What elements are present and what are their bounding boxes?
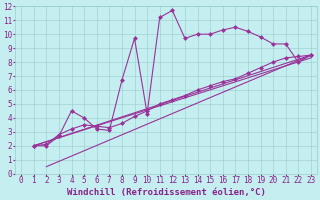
X-axis label: Windchill (Refroidissement éolien,°C): Windchill (Refroidissement éolien,°C) [67, 188, 266, 197]
